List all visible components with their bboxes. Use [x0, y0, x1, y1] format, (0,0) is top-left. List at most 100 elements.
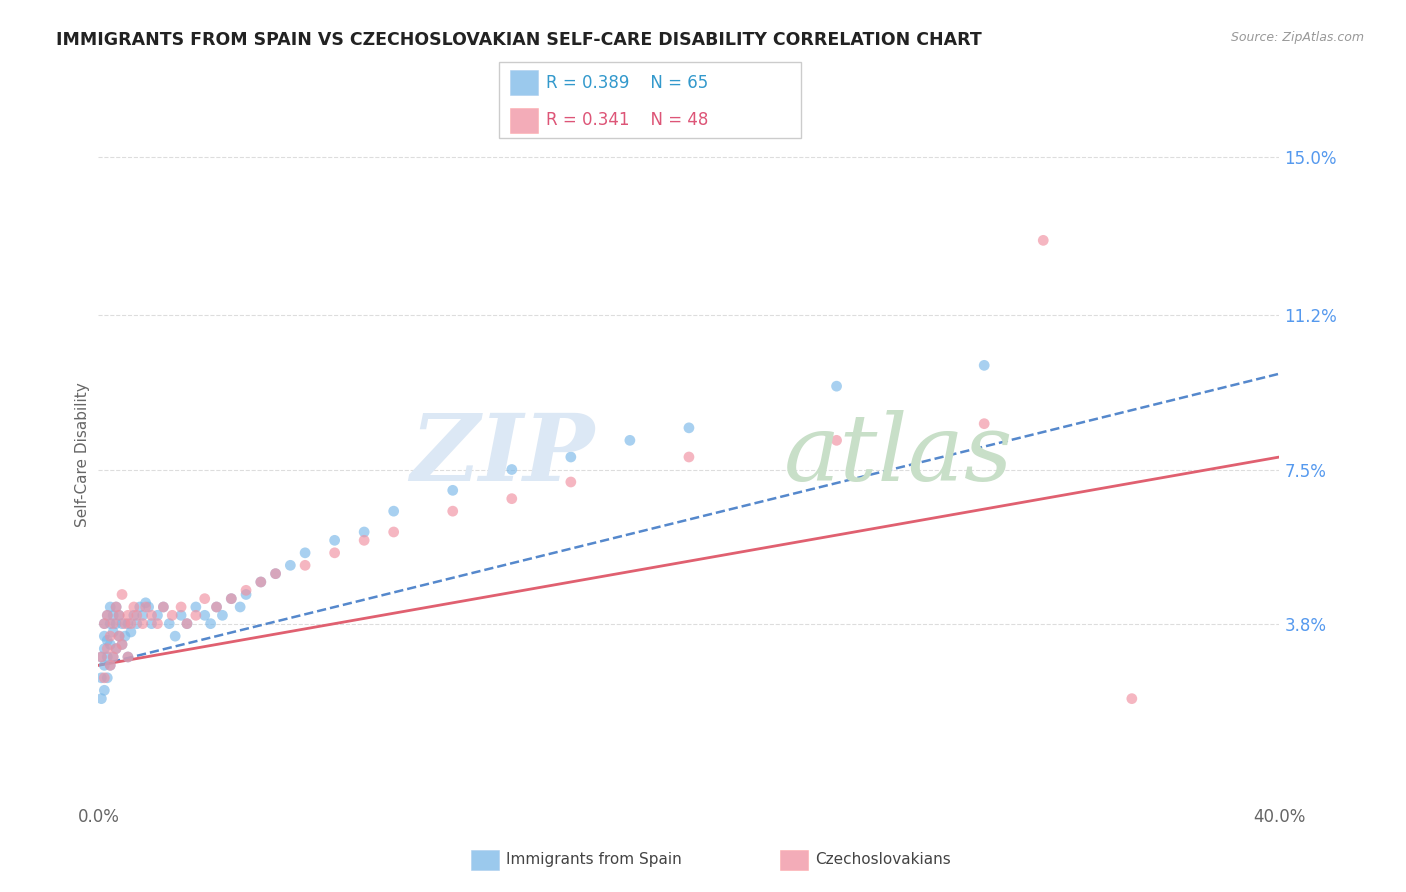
Point: [98, 658, 121, 673]
Point: [90, 691, 112, 706]
Point: [90, 650, 112, 665]
Point: [93, 629, 115, 643]
Point: [132, 616, 155, 631]
Point: [323, 546, 346, 560]
Point: [96, 633, 118, 648]
Point: [157, 616, 180, 631]
Point: [165, 629, 187, 643]
Point: [170, 599, 193, 614]
Point: [114, 616, 136, 631]
Point: [96, 608, 118, 623]
Point: [135, 599, 157, 614]
Point: [108, 608, 131, 623]
Point: [108, 629, 131, 643]
Point: [103, 625, 125, 640]
Point: [382, 524, 405, 539]
Point: [138, 599, 160, 614]
Point: [122, 599, 145, 614]
Point: [103, 650, 125, 665]
Point: [122, 608, 145, 623]
Text: IMMIGRANTS FROM SPAIN VS CZECHOSLOVAKIAN SELF-CARE DISABILITY CORRELATION CHART: IMMIGRANTS FROM SPAIN VS CZECHOSLOVAKIAN…: [56, 31, 981, 49]
Point: [382, 504, 405, 518]
Point: [619, 434, 641, 448]
Y-axis label: Self-Care Disability: Self-Care Disability: [75, 383, 90, 527]
Point: [98, 599, 121, 614]
Point: [294, 546, 316, 560]
Text: Immigrants from Spain: Immigrants from Spain: [506, 853, 682, 867]
Point: [105, 641, 128, 656]
Point: [194, 591, 217, 606]
Point: [111, 638, 134, 652]
Point: [135, 596, 157, 610]
Point: [114, 629, 136, 643]
Point: [211, 608, 233, 623]
Point: [128, 599, 150, 614]
Point: [678, 450, 700, 464]
Point: [120, 616, 142, 631]
Point: [973, 417, 995, 431]
Point: [105, 599, 128, 614]
Point: [250, 574, 273, 589]
Point: [96, 641, 118, 656]
Text: R = 0.341    N = 48: R = 0.341 N = 48: [546, 112, 707, 129]
Point: [141, 608, 163, 623]
Point: [96, 671, 118, 685]
Point: [353, 533, 375, 548]
Point: [441, 504, 464, 518]
Text: R = 0.389    N = 65: R = 0.389 N = 65: [546, 73, 707, 92]
Point: [560, 475, 582, 489]
Point: [973, 359, 995, 373]
Point: [501, 491, 523, 506]
Point: [152, 599, 174, 614]
Point: [560, 450, 582, 464]
Point: [294, 558, 316, 573]
Text: ZIP: ZIP: [411, 410, 595, 500]
Point: [825, 434, 848, 448]
Point: [170, 608, 193, 623]
Point: [235, 583, 257, 598]
Point: [229, 599, 252, 614]
Point: [117, 650, 139, 665]
Point: [200, 616, 222, 631]
Point: [117, 616, 139, 631]
Text: Czechoslovakians: Czechoslovakians: [815, 853, 952, 867]
Point: [176, 616, 198, 631]
Point: [205, 599, 228, 614]
Point: [250, 574, 273, 589]
Point: [264, 566, 287, 581]
Text: Source: ZipAtlas.com: Source: ZipAtlas.com: [1230, 31, 1364, 45]
Point: [98, 658, 121, 673]
Point: [98, 629, 121, 643]
Point: [678, 421, 700, 435]
Point: [184, 599, 207, 614]
Point: [93, 641, 115, 656]
Point: [111, 638, 134, 652]
Point: [205, 599, 228, 614]
Point: [108, 608, 131, 623]
Point: [120, 625, 142, 640]
Point: [93, 658, 115, 673]
Point: [98, 638, 121, 652]
Point: [162, 608, 183, 623]
Point: [264, 566, 287, 581]
Point: [111, 616, 134, 631]
Point: [98, 616, 121, 631]
Point: [825, 379, 848, 393]
Point: [278, 558, 302, 573]
Point: [219, 591, 242, 606]
Point: [152, 599, 174, 614]
Point: [90, 671, 112, 685]
Point: [105, 616, 128, 631]
Point: [501, 462, 523, 476]
Point: [93, 683, 115, 698]
Point: [93, 671, 115, 685]
Point: [108, 629, 131, 643]
Point: [141, 616, 163, 631]
Point: [176, 616, 198, 631]
Point: [146, 608, 169, 623]
Point: [235, 587, 257, 601]
Point: [132, 608, 155, 623]
Point: [1121, 691, 1143, 706]
Point: [125, 608, 148, 623]
Point: [93, 616, 115, 631]
